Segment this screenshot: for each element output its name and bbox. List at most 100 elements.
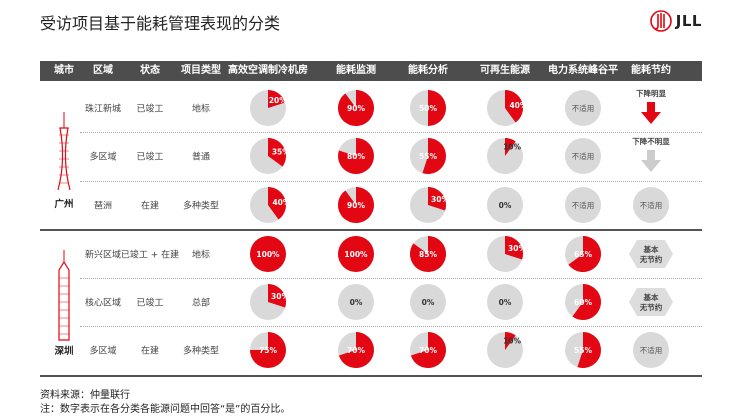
na-label: 不适用 <box>640 345 663 355</box>
pie-label: 35% <box>272 148 290 157</box>
pie-chart: 70% <box>410 332 446 368</box>
cell-type: 多种类型 <box>182 346 220 357</box>
na-label: 不适用 <box>640 200 663 210</box>
pie-chart: 100% <box>338 236 374 272</box>
pie-chart: 50% <box>410 90 446 126</box>
pie-slice <box>268 284 286 308</box>
na-label: 不适用 <box>572 103 595 113</box>
cell-status: 已竣工 <box>136 104 164 115</box>
pie-chart: 0% <box>338 284 374 320</box>
cell-type: 地标 <box>191 104 211 115</box>
source-note: 资料来源：仲量联行 <box>40 390 130 401</box>
saving-label: 基本 <box>643 244 659 254</box>
saving-label: 基本 <box>643 292 659 302</box>
cell-type: 普通 <box>191 152 211 163</box>
pie-slice <box>505 332 516 350</box>
na-circle: 不适用 <box>633 332 669 368</box>
pie-chart: 75% <box>250 332 286 368</box>
na-circle: 不适用 <box>565 187 601 223</box>
pie-label: 85% <box>419 250 437 259</box>
pie-slice <box>577 332 602 368</box>
pie-label: 10% <box>503 337 521 346</box>
pie-label: 40% <box>272 198 290 207</box>
city-label: 广州 <box>54 199 74 210</box>
cell-area: 多区域 <box>89 346 117 357</box>
na-label: 不适用 <box>572 200 595 210</box>
pie-label: 55% <box>419 152 437 161</box>
na-circle: 不适用 <box>565 138 601 174</box>
pie-chart: 35% <box>250 138 290 174</box>
cell-area: 新兴区域 <box>84 250 122 261</box>
header-2: 状态 <box>140 65 160 76</box>
city-divider <box>40 229 702 231</box>
jll-logo: JLL <box>649 10 702 32</box>
row-divider <box>80 278 702 279</box>
pie-chart: 10% <box>487 138 523 174</box>
cell-type: 多种类型 <box>182 201 220 212</box>
header-8: 电力系统峰谷平 <box>548 65 618 76</box>
pie-chart: 30% <box>487 236 526 272</box>
pie-chart: 30% <box>410 187 449 223</box>
pie-label: 70% <box>347 346 365 355</box>
header-0: 城市 <box>54 65 74 76</box>
pie-slice <box>505 90 524 123</box>
header-7: 可再生能源 <box>480 65 530 76</box>
cell-type: 总部 <box>191 298 211 309</box>
pie-label: 30% <box>271 292 289 301</box>
pie-label: 50% <box>419 104 437 113</box>
na-label: 不适用 <box>572 151 595 161</box>
pie-slice <box>268 138 287 167</box>
footnote: 注：数字表示在各分类各能源问题中回答“是”的百分比。 <box>40 404 291 415</box>
pie-slice <box>338 332 374 368</box>
pie-background <box>338 284 374 320</box>
pie-label: 70% <box>419 346 437 355</box>
down-arrow-icon <box>641 102 661 124</box>
cell-status: 在建 <box>140 201 160 212</box>
pie-slice <box>338 187 375 224</box>
pie-chart: 85% <box>409 236 446 272</box>
cell-status: 已竣工 <box>136 152 164 163</box>
pie-slice <box>338 236 374 272</box>
pie-background <box>487 187 523 223</box>
pie-slice <box>250 236 286 272</box>
pie-chart: 100% <box>250 236 286 272</box>
pie-label: 0% <box>422 298 435 307</box>
pie-chart: 40% <box>250 187 291 223</box>
pie-label: 0% <box>499 201 512 210</box>
na-circle: 不适用 <box>633 187 669 223</box>
pie-chart: 30% <box>250 284 289 320</box>
pie-chart: 0% <box>487 284 523 320</box>
pie-label: 100% <box>344 250 368 259</box>
pie-label: 65% <box>574 250 592 259</box>
cell-type: 地标 <box>191 250 211 261</box>
pie-chart: 60% <box>565 284 601 320</box>
pie-label: 30% <box>508 244 526 253</box>
saving-label: 下降不明显 <box>632 136 670 146</box>
pie-chart: 0% <box>410 284 446 320</box>
pie-slice <box>268 187 286 220</box>
pie-slice <box>505 236 523 260</box>
row-divider <box>80 132 702 133</box>
pie-label: 90% <box>347 201 365 210</box>
pie-background <box>487 284 523 320</box>
pie-label: 0% <box>350 298 363 307</box>
cell-area: 珠江新城 <box>84 104 122 115</box>
pie-chart: 80% <box>337 138 374 174</box>
shenzhen-tower-icon <box>58 250 70 341</box>
pie-slice <box>568 236 601 272</box>
pie-label: 0% <box>499 298 512 307</box>
page-title: 受访项目基于能耗管理表现的分类 <box>40 14 281 33</box>
pie-label: 10% <box>503 143 521 152</box>
header-3: 项目类型 <box>181 65 221 76</box>
pie-slice <box>410 332 446 368</box>
pie-chart: 55% <box>565 332 602 368</box>
header-1: 区域 <box>93 65 113 76</box>
pie-slice <box>337 138 374 174</box>
pie-chart: 65% <box>565 236 601 272</box>
jll-logo-mark-icon <box>649 10 672 32</box>
pie-chart: 90% <box>338 187 375 224</box>
pie-label: 55% <box>574 346 592 355</box>
pie-label: 90% <box>347 104 365 113</box>
cell-status: 已竣工 + 在建 <box>120 250 180 261</box>
pie-slice <box>268 90 286 108</box>
